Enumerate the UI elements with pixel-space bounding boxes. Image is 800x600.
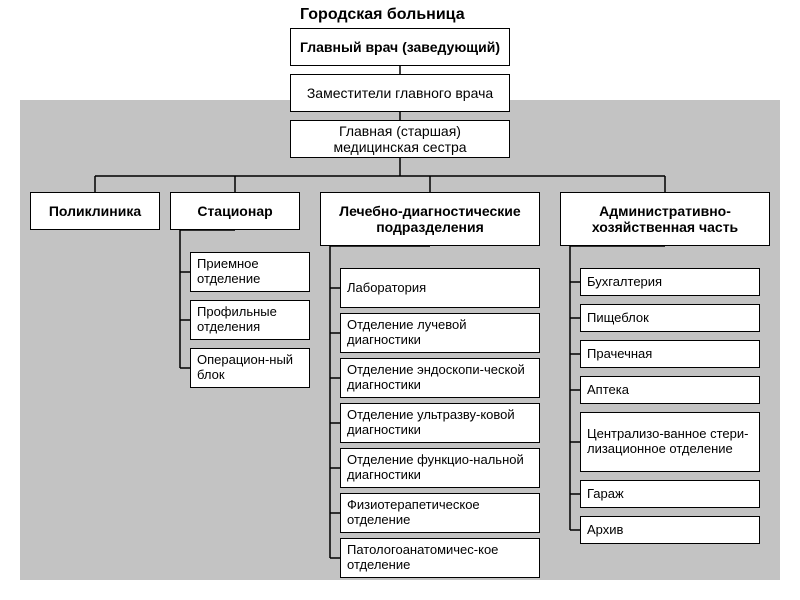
branch-policlinic: Поликлиника xyxy=(30,192,160,230)
diag-child-6: Патологоанатомичес-кое отделение xyxy=(340,538,540,578)
chart-title: Городская больница xyxy=(300,6,465,24)
org-chart-canvas: Городская больница Главный врач (заведую… xyxy=(0,0,800,600)
admin-child-4: Централизо-ванное стери-лизационное отде… xyxy=(580,412,760,472)
branch-stationary: Стационар xyxy=(170,192,300,230)
stationary-child-1: Профильные отделения xyxy=(190,300,310,340)
diag-child-2: Отделение эндоскопи-ческой диагностики xyxy=(340,358,540,398)
branch-admin: Административно-хозяйственная часть xyxy=(560,192,770,246)
admin-child-0: Бухгалтерия xyxy=(580,268,760,296)
stationary-child-0: Приемное отделение xyxy=(190,252,310,292)
stationary-child-2: Операцион-ный блок xyxy=(190,348,310,388)
node-deputy: Заместители главного врача xyxy=(290,74,510,112)
node-chief: Главный врач (заведующий) xyxy=(290,28,510,66)
branch-diag: Лечебно-диагностические подразделения xyxy=(320,192,540,246)
admin-child-3: Аптека xyxy=(580,376,760,404)
admin-child-2: Прачечная xyxy=(580,340,760,368)
admin-child-6: Архив xyxy=(580,516,760,544)
diag-child-0: Лаборатория xyxy=(340,268,540,308)
admin-child-1: Пищеблок xyxy=(580,304,760,332)
diag-child-4: Отделение функцио-нальной диагностики xyxy=(340,448,540,488)
diag-child-3: Отделение ультразву-ковой диагностики xyxy=(340,403,540,443)
node-nurse: Главная (старшая) медицинская сестра xyxy=(290,120,510,158)
diag-child-1: Отделение лучевой диагностики xyxy=(340,313,540,353)
diag-child-5: Физиотерапетическое отделение xyxy=(340,493,540,533)
admin-child-5: Гараж xyxy=(580,480,760,508)
